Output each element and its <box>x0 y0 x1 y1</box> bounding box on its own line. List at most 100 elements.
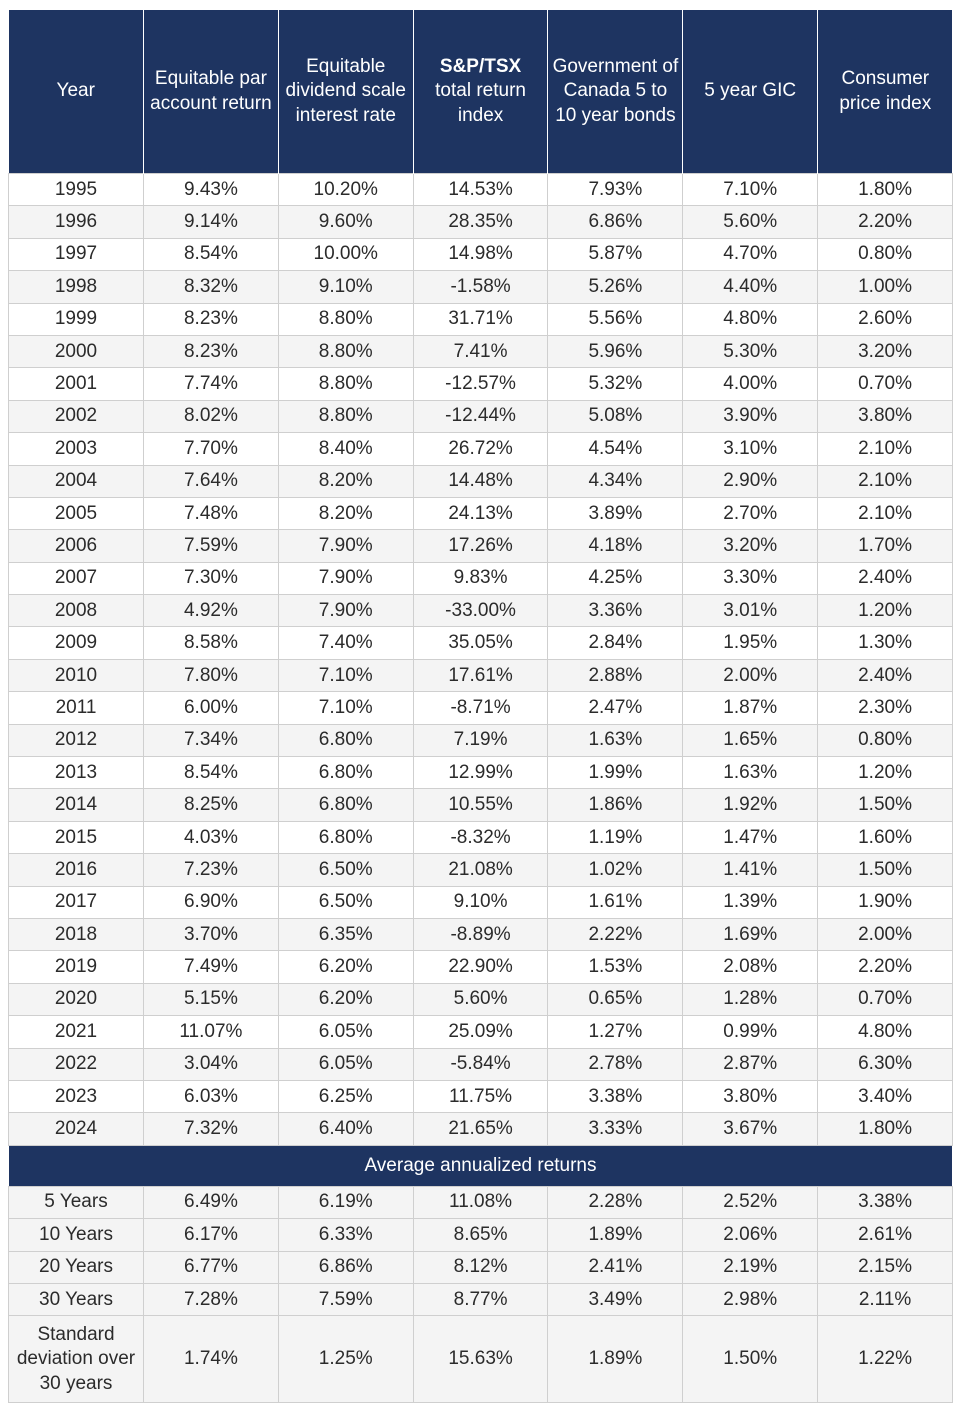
cell-dividend-rate: 7.90% <box>277 529 414 563</box>
cell-par-return: 7.32% <box>143 1112 279 1146</box>
cell-cpi: 2.00% <box>817 917 953 952</box>
cell-dividend-rate: 8.80% <box>277 334 414 369</box>
table-row: 2011 6.00% 7.10% -8.71% 2.47% 1.87% 2.30% <box>8 691 953 725</box>
table-row: 2010 7.80% 7.10% 17.61% 2.88% 2.00% 2.40% <box>8 658 953 693</box>
cell-cpi: 2.40% <box>817 658 953 693</box>
cell-par-return: 3.04% <box>143 1047 279 1081</box>
cell-year: 2001 <box>8 367 144 401</box>
cell-year: 2003 <box>8 432 144 466</box>
cell-gov-bonds: 4.54% <box>547 432 684 466</box>
cell-year: 1996 <box>8 205 144 239</box>
table-row: 2014 8.25% 6.80% 10.55% 1.86% 1.92% 1.50% <box>8 788 953 822</box>
cell-sp-tsx: 14.48% <box>412 464 549 498</box>
cell-gov-bonds: 5.32% <box>547 367 684 401</box>
cell-year: 2010 <box>8 658 144 693</box>
cell-dividend-rate: 6.80% <box>277 820 414 855</box>
cell-dividend-rate: 6.20% <box>277 950 414 984</box>
cell-gic: 0.99% <box>682 1015 819 1049</box>
header-dividend-scale-rate: Equitable dividend scale interest rate <box>277 10 414 174</box>
header-cpi: Consumer price index <box>817 10 953 174</box>
table-row: 1999 8.23% 8.80% 31.71% 5.56% 4.80% 2.60% <box>8 302 953 336</box>
table-body: 1995 9.43% 10.20% 14.53% 7.93% 7.10% 1.80% 1996… <box>8 172 953 1404</box>
cell-par-return: 3.70% <box>143 917 279 952</box>
cell-cpi: 2.10% <box>817 432 953 466</box>
cell-gic: 1.50% <box>682 1315 819 1404</box>
section-title: Average annualized returns <box>8 1145 953 1187</box>
cell-cpi: 1.70% <box>817 529 953 563</box>
cell-dividend-rate: 6.86% <box>277 1250 414 1284</box>
cell-par-return: 7.70% <box>143 432 279 466</box>
cell-cpi: 0.70% <box>817 982 953 1017</box>
returns-table: Year Equitable par account return Equita… <box>8 10 953 1404</box>
cell-gov-bonds: 4.18% <box>547 529 684 563</box>
cell-year: 2005 <box>8 496 144 531</box>
cell-year: 2020 <box>8 982 144 1017</box>
cell-sp-tsx: 9.10% <box>412 885 549 919</box>
cell-gov-bonds: 5.96% <box>547 334 684 369</box>
cell-gov-bonds: 7.93% <box>547 172 684 207</box>
cell-cpi: 3.38% <box>817 1185 953 1220</box>
cell-gov-bonds: 4.34% <box>547 464 684 498</box>
cell-par-return: 8.32% <box>143 270 279 304</box>
cell-dividend-rate: 7.10% <box>277 658 414 693</box>
cell-gov-bonds: 1.19% <box>547 820 684 855</box>
cell-gov-bonds: 5.08% <box>547 399 684 434</box>
table-row: 2017 6.90% 6.50% 9.10% 1.61% 1.39% 1.90% <box>8 885 953 919</box>
cell-par-return: 7.59% <box>143 529 279 563</box>
cell-sp-tsx: 8.65% <box>412 1218 549 1252</box>
cell-dividend-rate: 6.50% <box>277 853 414 887</box>
std-deviation-row: Standard deviation over 30 years 1.74% 1.2… <box>8 1315 953 1404</box>
cell-sp-tsx: 8.77% <box>412 1282 549 1317</box>
cell-gic: 2.08% <box>682 950 819 984</box>
cell-gic: 1.95% <box>682 626 819 660</box>
cell-year: 2011 <box>8 691 144 725</box>
header-sp-tsx: S&P/TSX total return index <box>412 10 549 174</box>
cell-year: 2015 <box>8 820 144 855</box>
cell-year: 2007 <box>8 561 144 596</box>
table-row: 2009 8.58% 7.40% 35.05% 2.84% 1.95% 1.30% <box>8 626 953 660</box>
cell-dividend-rate: 9.60% <box>277 205 414 239</box>
table-row: 2003 7.70% 8.40% 26.72% 4.54% 3.10% 2.10% <box>8 432 953 466</box>
cell-gov-bonds: 1.02% <box>547 853 684 887</box>
cell-dividend-rate: 6.80% <box>277 723 414 758</box>
cell-gic: 4.40% <box>682 270 819 304</box>
cell-sp-tsx: 21.65% <box>412 1112 549 1146</box>
cell-par-return: 8.58% <box>143 626 279 660</box>
cell-sp-tsx: 17.61% <box>412 658 549 693</box>
cell-dividend-rate: 6.50% <box>277 885 414 919</box>
table-row: 2005 7.48% 8.20% 24.13% 3.89% 2.70% 2.10% <box>8 496 953 531</box>
cell-cpi: 1.20% <box>817 756 953 790</box>
cell-par-return: 6.49% <box>143 1185 279 1220</box>
cell-dividend-rate: 7.10% <box>277 691 414 725</box>
cell-gov-bonds: 3.36% <box>547 594 684 628</box>
cell-dividend-rate: 8.20% <box>277 496 414 531</box>
cell-cpi: 2.60% <box>817 302 953 336</box>
cell-gic: 1.28% <box>682 982 819 1017</box>
cell-sp-tsx: 17.26% <box>412 529 549 563</box>
cell-gov-bonds: 2.47% <box>547 691 684 725</box>
cell-dividend-rate: 6.33% <box>277 1218 414 1252</box>
cell-dividend-rate: 8.20% <box>277 464 414 498</box>
table-row: 2002 8.02% 8.80% -12.44% 5.08% 3.90% 3.80% <box>8 399 953 434</box>
table-row: 2015 4.03% 6.80% -8.32% 1.19% 1.47% 1.60% <box>8 820 953 855</box>
cell-dividend-rate: 6.20% <box>277 982 414 1017</box>
cell-sp-tsx: 9.83% <box>412 561 549 596</box>
cell-par-return: 1.74% <box>143 1315 279 1404</box>
cell-gov-bonds: 2.78% <box>547 1047 684 1081</box>
cell-gic: 2.19% <box>682 1250 819 1284</box>
table-row: 2007 7.30% 7.90% 9.83% 4.25% 3.30% 2.40% <box>8 561 953 596</box>
cell-par-return: 9.43% <box>143 172 279 207</box>
cell-par-return: 8.25% <box>143 788 279 822</box>
cell-par-return: 8.02% <box>143 399 279 434</box>
table-row: 2012 7.34% 6.80% 7.19% 1.63% 1.65% 0.80% <box>8 723 953 758</box>
cell-gic: 1.63% <box>682 756 819 790</box>
cell-par-return: 7.30% <box>143 561 279 596</box>
cell-year: 2000 <box>8 334 144 369</box>
cell-cpi: 2.15% <box>817 1250 953 1284</box>
header-row: Year Equitable par account return Equita… <box>8 10 953 174</box>
cell-gic: 2.52% <box>682 1185 819 1220</box>
cell-sp-tsx: 7.19% <box>412 723 549 758</box>
cell-sp-tsx: 24.13% <box>412 496 549 531</box>
cell-dividend-rate: 7.59% <box>277 1282 414 1317</box>
table-row: 2019 7.49% 6.20% 22.90% 1.53% 2.08% 2.20% <box>8 950 953 984</box>
